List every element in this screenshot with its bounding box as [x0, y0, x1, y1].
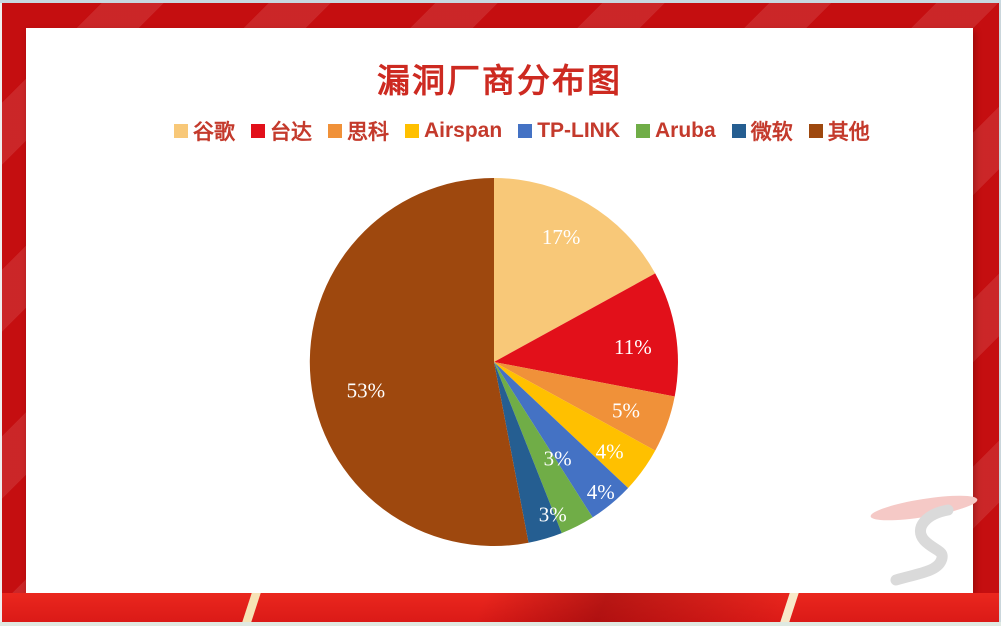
pie-label-微软: 3%	[539, 502, 567, 526]
legend-marker-微软	[731, 124, 746, 138]
legend-item-思科: 思科	[328, 116, 389, 146]
chart-card: 漏洞厂商分布图 谷歌 台达 思科 Airspan TP-LINK Aruba 微软 其他 17…	[26, 28, 978, 593]
pie-slice-微软	[494, 362, 562, 543]
bottom-red-band	[0, 593, 1001, 622]
window-edge-left	[0, 3, 2, 622]
legend-label: 谷歌	[193, 121, 235, 144]
legend-marker-Airspan	[405, 124, 419, 138]
legend-marker-Aruba	[636, 124, 651, 138]
legend-marker-思科	[328, 124, 342, 138]
legend-label: 其他	[827, 121, 870, 144]
pie-slice-思科	[494, 362, 675, 451]
pie-label-Aruba: 3%	[544, 446, 572, 470]
legend-item-微软: 微软	[731, 116, 793, 146]
pie-slice-其他	[309, 177, 529, 546]
legend-label: Aruba	[655, 119, 716, 142]
pie-label-其他: 53%	[347, 378, 386, 402]
legend-marker-台达	[251, 124, 265, 138]
watermark-pink-stroke	[870, 495, 978, 521]
pie-slice-谷歌	[494, 178, 656, 362]
pie-label-谷歌: 17%	[542, 225, 581, 249]
legend-label: 台达	[270, 121, 312, 144]
watermark-gray-s-curve	[890, 504, 954, 586]
pie-label-台达: 11%	[614, 335, 652, 359]
window-edge-top	[0, 0, 1001, 3]
pie-slice-TP-LINK	[494, 362, 629, 518]
band-slash-left	[242, 593, 261, 622]
pie-svg: 17% 11% 5% 4% 4% 3% 3% 53%	[309, 177, 678, 546]
legend-item-台达: 台达	[251, 116, 312, 146]
pie-slice-台达	[494, 273, 678, 397]
legend-item-其他: 其他	[808, 116, 870, 146]
chart-legend: 谷歌 台达 思科 Airspan TP-LINK Aruba 微软 其他	[174, 116, 870, 146]
legend-item-Aruba: Aruba	[636, 119, 716, 143]
legend-label: TP-LINK	[537, 119, 621, 142]
legend-marker-其他	[808, 124, 823, 138]
pie-slice-Aruba	[494, 362, 593, 534]
legend-marker-谷歌	[174, 124, 188, 138]
band-slash-right	[780, 593, 799, 622]
pie-label-Airspan: 4%	[596, 440, 624, 464]
pie-label-TP-LINK: 4%	[587, 480, 615, 504]
pie-slice-Airspan	[494, 362, 656, 488]
legend-label: Airspan	[424, 119, 503, 142]
window-edge-bottom	[0, 622, 1001, 626]
legend-label: 思科	[347, 121, 389, 144]
brush-logo-watermark	[870, 495, 978, 586]
window-edge-right	[999, 3, 1001, 622]
legend-item-TP-LINK: TP-LINK	[518, 119, 620, 143]
chart-title: 漏洞厂商分布图	[377, 62, 622, 99]
legend-marker-TP-LINK	[518, 124, 533, 138]
legend-item-Airspan: Airspan	[405, 119, 502, 143]
legend-label: 微软	[750, 121, 793, 144]
pie-label-思科: 5%	[612, 399, 640, 423]
legend-item-谷歌: 谷歌	[174, 116, 235, 146]
